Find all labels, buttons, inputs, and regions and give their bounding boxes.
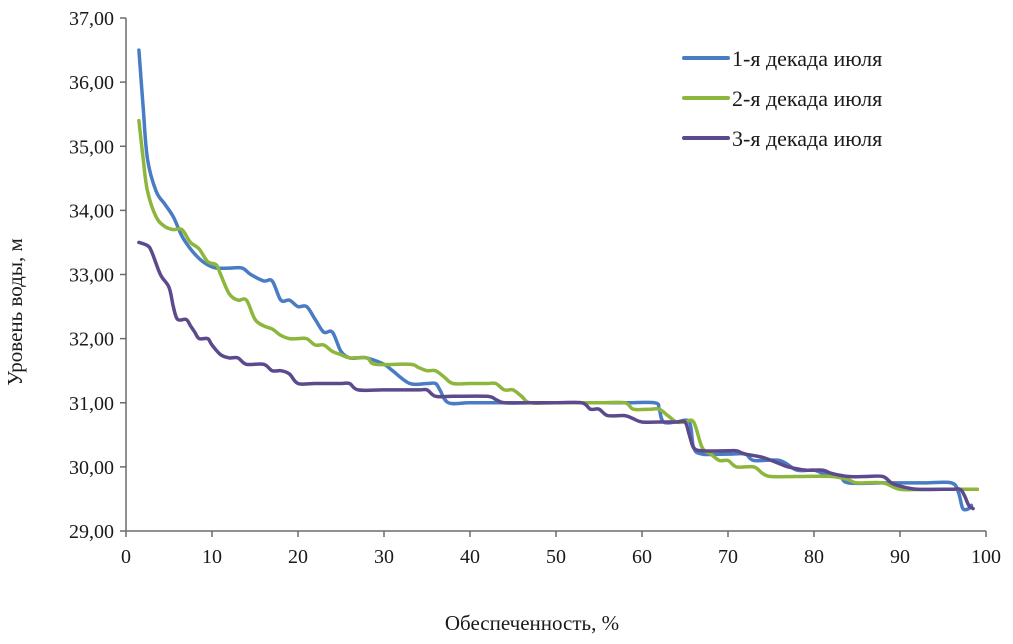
x-tick-label: 20 <box>288 546 308 568</box>
series-line-3 <box>137 240 975 511</box>
x-tick-label: 40 <box>460 546 480 568</box>
y-axis-title: Уровень воды, м <box>3 238 27 385</box>
legend-label-2: 2-я декада июля <box>732 86 882 111</box>
y-tick-label: 31,00 <box>69 393 114 415</box>
y-tick-label: 36,00 <box>69 72 114 94</box>
x-tick-label: 0 <box>121 546 131 568</box>
x-ticks: 0 10 20 30 40 50 60 70 80 90 100 <box>121 531 1001 568</box>
x-tick-label: 70 <box>718 546 738 568</box>
x-tick-label: 60 <box>632 546 652 568</box>
x-tick-label: 10 <box>202 546 222 568</box>
x-tick-label: 90 <box>890 546 910 568</box>
series-line-2 <box>137 118 980 492</box>
y-tick-label: 35,00 <box>69 136 114 158</box>
x-tick-label: 50 <box>546 546 566 568</box>
y-tick-label: 29,00 <box>69 521 114 543</box>
series-line-1 <box>137 48 974 512</box>
legend-label-3: 3-я декада июля <box>732 126 882 151</box>
y-tick-label: 30,00 <box>69 457 114 479</box>
x-tick-label: 30 <box>374 546 394 568</box>
x-tick-label: 100 <box>971 546 1001 568</box>
y-tick-label: 32,00 <box>69 329 114 351</box>
y-tick-label: 37,00 <box>69 8 114 30</box>
legend: 1-я декада июля 2-я декада июля 3-я декада… <box>682 46 882 151</box>
y-tick-label: 34,00 <box>69 200 114 222</box>
x-axis-title: Обеспеченность, % <box>445 611 619 635</box>
y-ticks: 29,00 30,00 31,00 32,00 33,00 34,00 35,00 36,00… <box>69 8 126 543</box>
y-tick-label: 33,00 <box>69 265 114 287</box>
x-tick-label: 80 <box>804 546 824 568</box>
series-layer <box>137 48 980 512</box>
legend-label-1: 1-я декада июля <box>732 46 882 71</box>
